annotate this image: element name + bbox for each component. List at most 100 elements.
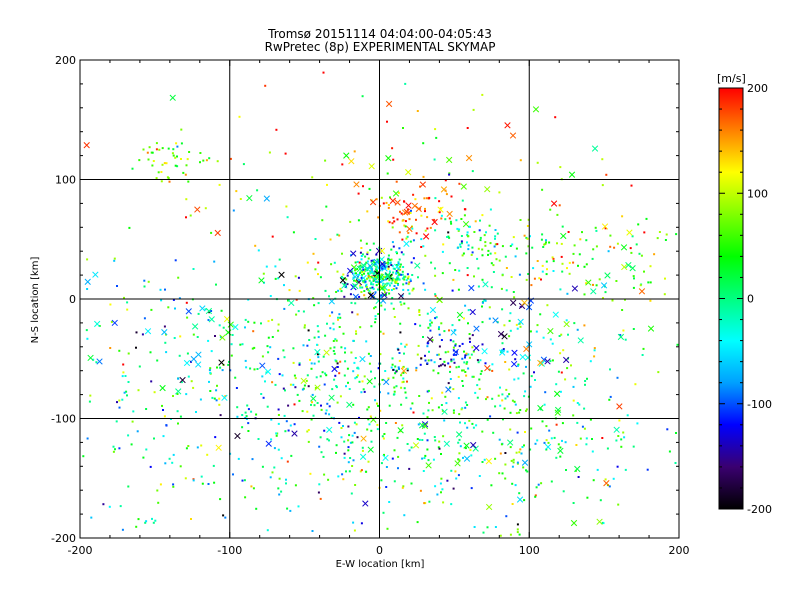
- scatter-dot: [392, 267, 395, 270]
- scatter-dot: [504, 452, 507, 454]
- scatter-dot: [151, 151, 154, 154]
- scatter-dot: [383, 275, 385, 278]
- scatter-dot: [509, 329, 512, 332]
- scatter-dot: [277, 487, 280, 490]
- scatter-dot: [391, 357, 394, 360]
- scatter-dot: [350, 351, 353, 354]
- scatter-dot: [542, 336, 545, 339]
- scatter-dot: [379, 281, 382, 283]
- scatter-dot: [561, 225, 564, 228]
- scatter-dot: [550, 437, 553, 440]
- scatter-dot: [124, 375, 127, 377]
- scatter-dot: [561, 262, 564, 265]
- scatter-dot: [376, 280, 379, 283]
- scatter-dot: [408, 292, 411, 295]
- scatter-dot: [131, 420, 134, 423]
- scatter-cross: [406, 225, 413, 233]
- scatter-cross: [617, 333, 625, 341]
- scatter-dot: [396, 218, 399, 221]
- scatter-dot: [354, 269, 356, 272]
- scatter-cross: [384, 273, 391, 280]
- scatter-dot: [389, 275, 392, 278]
- scatter-dot: [458, 319, 461, 322]
- scatter-dot: [387, 265, 390, 268]
- scatter-cross: [574, 465, 581, 473]
- scatter-dot: [397, 348, 400, 351]
- scatter-dot: [404, 391, 407, 394]
- scatter-dot: [492, 264, 495, 267]
- scatter-dot: [273, 466, 276, 469]
- scatter-cross: [465, 154, 473, 162]
- scatter-dot: [472, 375, 475, 378]
- scatter-dot: [164, 341, 167, 344]
- scatter-cross: [225, 329, 232, 336]
- scatter-dot: [363, 272, 365, 275]
- scatter-cross: [397, 292, 405, 300]
- scatter-dot: [294, 386, 297, 389]
- scatter-dot: [359, 239, 362, 242]
- scatter-dot: [303, 324, 306, 327]
- scatter-dot: [142, 456, 145, 459]
- scatter-cross: [544, 443, 552, 451]
- scatter-dot: [351, 441, 354, 444]
- scatter-dot: [389, 196, 391, 199]
- scatter-dot: [333, 346, 336, 349]
- scatter-cross: [414, 262, 421, 269]
- scatter-dot: [373, 307, 375, 310]
- scatter-dot: [373, 262, 376, 264]
- scatter-dot: [368, 362, 371, 365]
- scatter-dot: [328, 314, 331, 317]
- scatter-dot: [204, 207, 207, 210]
- scatter-dot: [572, 252, 575, 255]
- scatter-dot: [403, 514, 406, 517]
- scatter-dot: [355, 376, 358, 379]
- scatter-dot: [185, 198, 188, 201]
- scatter-dot: [420, 357, 423, 360]
- scatter-dot: [409, 240, 412, 243]
- scatter-dot: [622, 431, 625, 434]
- scatter-dot: [147, 158, 150, 161]
- scatter-dot: [466, 361, 469, 364]
- scatter-dot: [481, 93, 484, 96]
- scatter-cross: [463, 455, 471, 462]
- scatter-dot: [167, 306, 170, 309]
- scatter-dot: [643, 231, 646, 234]
- scatter-dot: [310, 367, 313, 370]
- scatter-dot: [402, 253, 405, 256]
- scatter-cross: [554, 409, 561, 416]
- scatter-dot: [505, 267, 508, 269]
- scatter-dot: [126, 394, 128, 397]
- scatter-dot: [380, 196, 383, 199]
- scatter-dot: [438, 326, 440, 329]
- scatter-dot: [152, 521, 155, 524]
- scatter-dot: [478, 378, 481, 381]
- scatter-dot: [468, 419, 471, 422]
- scatter-dot: [516, 461, 519, 464]
- scatter-dot: [395, 370, 398, 373]
- scatter-dot: [405, 396, 408, 399]
- scatter-dot: [391, 147, 394, 150]
- scatter-dot: [163, 415, 166, 418]
- scatter-dot: [353, 421, 356, 424]
- scatter-dot: [357, 278, 360, 281]
- scatter-dot: [152, 160, 155, 162]
- scatter-dot: [154, 519, 157, 522]
- scatter-cross: [83, 142, 90, 149]
- scatter-dot: [464, 304, 467, 307]
- scatter-cross: [501, 333, 508, 340]
- scatter-dot: [356, 268, 359, 270]
- scatter-cross: [455, 431, 463, 438]
- scatter-dot: [406, 277, 409, 280]
- scatter-dot: [186, 158, 189, 161]
- scatter-dot: [142, 148, 145, 151]
- scatter-dot: [347, 449, 350, 452]
- scatter-dot: [271, 318, 274, 321]
- scatter-dot: [367, 460, 370, 463]
- scatter-dot: [466, 267, 469, 269]
- scatter-cross: [405, 202, 412, 209]
- scatter-dot: [352, 521, 355, 524]
- scatter-dot: [509, 428, 512, 431]
- scatter-dot: [426, 416, 429, 419]
- scatter-dot: [426, 227, 429, 230]
- scatter-dot: [187, 180, 190, 183]
